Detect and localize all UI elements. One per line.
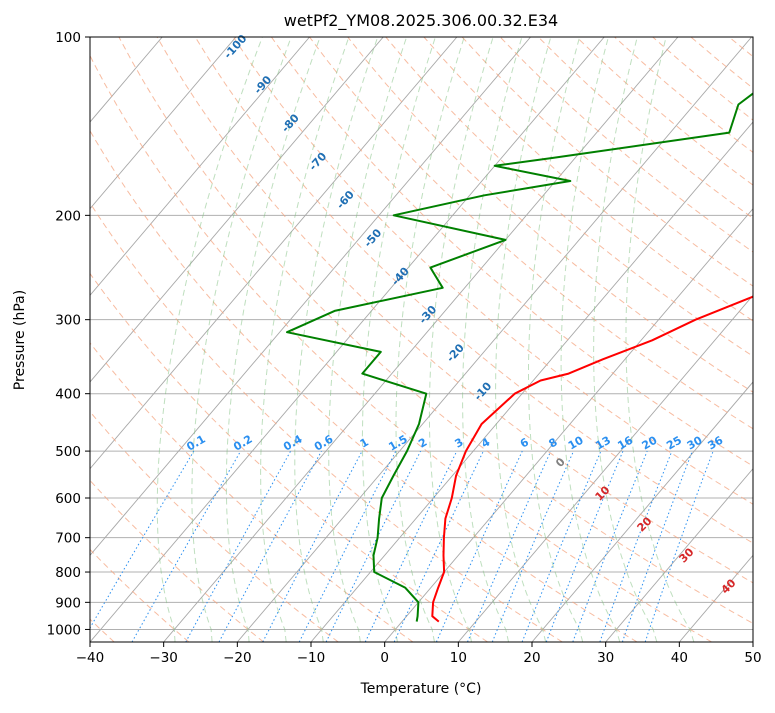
- y-tick-label: 600: [55, 491, 81, 507]
- y-tick-label: 900: [55, 595, 81, 611]
- x-tick-label: 20: [523, 650, 540, 666]
- x-tick-label: 30: [597, 650, 614, 666]
- x-tick-label: 40: [671, 650, 688, 666]
- y-tick-label: 400: [55, 387, 81, 403]
- y-tick-label: 100: [55, 30, 81, 46]
- x-tick-label: 50: [744, 650, 761, 666]
- y-tick-label: 1000: [47, 622, 81, 638]
- x-tick-label: 10: [450, 650, 467, 666]
- y-tick-label: 800: [55, 565, 81, 581]
- chart-title: wetPf2_YM08.2025.306.00.32.E34: [284, 11, 558, 31]
- x-tick-label: −40: [76, 650, 105, 666]
- x-tick-label: 0: [380, 650, 389, 666]
- x-tick-label: −30: [149, 650, 178, 666]
- x-tick-label: −20: [223, 650, 252, 666]
- y-axis-label: Pressure (hPa): [12, 290, 28, 390]
- y-tick-label: 700: [55, 531, 81, 547]
- y-tick-label: 200: [55, 208, 81, 224]
- y-tick-label: 300: [55, 313, 81, 329]
- y-tick-label: 500: [55, 444, 81, 460]
- x-axis-label: Temperature (°C): [360, 681, 482, 697]
- x-tick-label: −10: [297, 650, 326, 666]
